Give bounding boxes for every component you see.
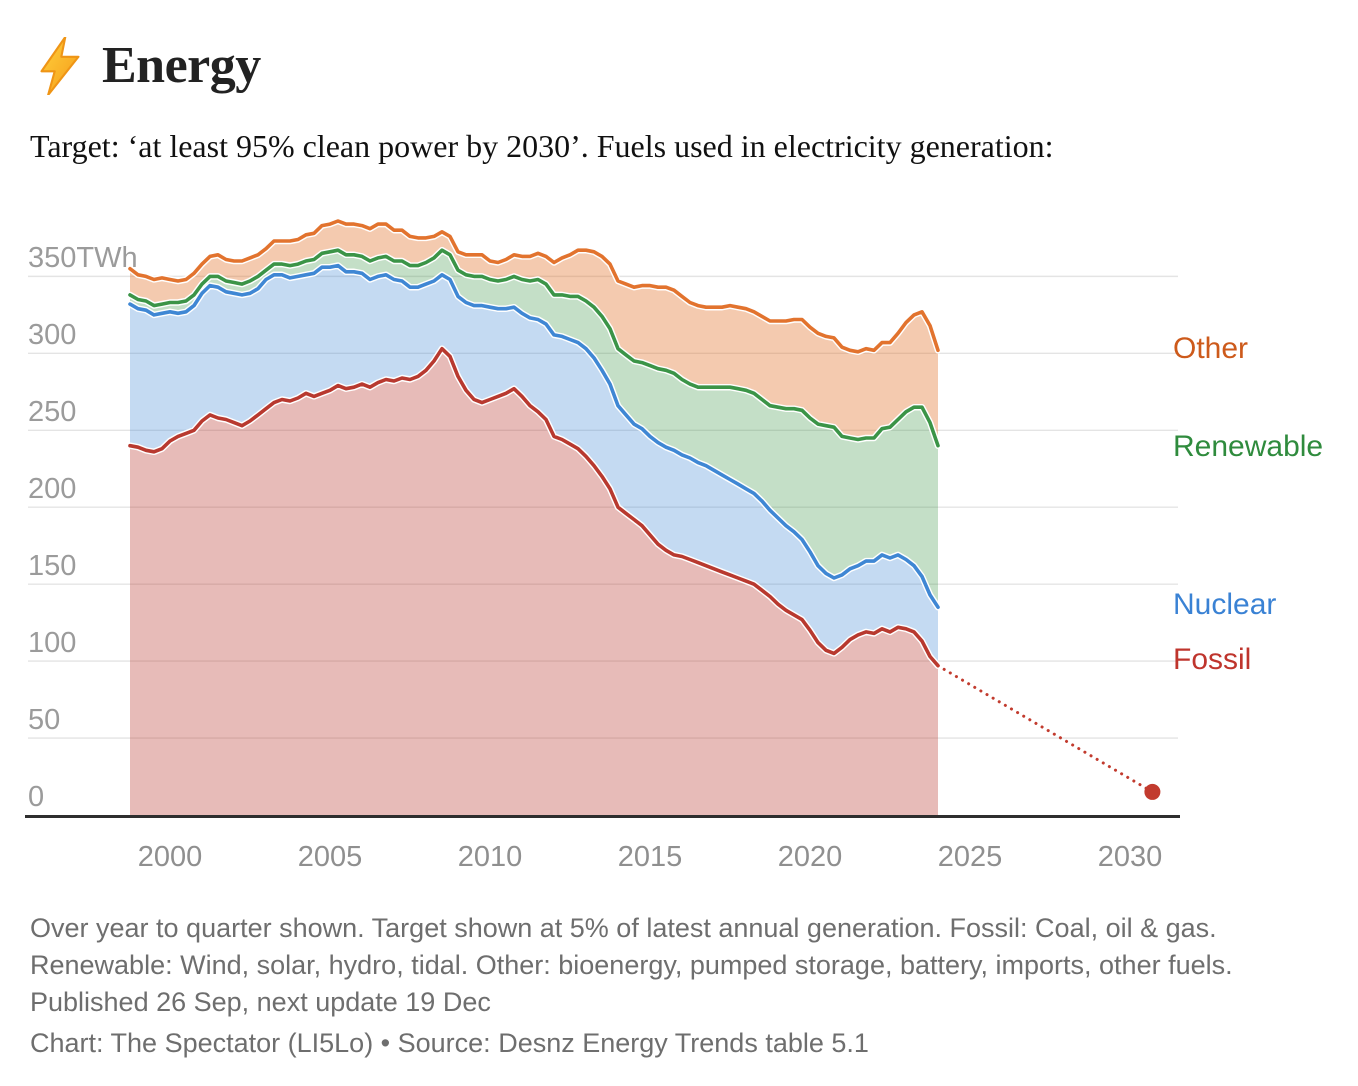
x-tick-2000: 2000: [138, 841, 203, 873]
y-tick-350: 350TWh: [28, 242, 138, 274]
x-tick-2010: 2010: [458, 841, 523, 873]
x-tick-2025: 2025: [938, 841, 1003, 873]
x-tick-2015: 2015: [618, 841, 683, 873]
chart-footnote: Over year to quarter shown. Target shown…: [30, 913, 1233, 1017]
y-tick-300: 300: [28, 319, 76, 351]
y-tick-200: 200: [28, 473, 76, 505]
y-tick-100: 100: [28, 627, 76, 659]
y-tick-50: 50: [28, 704, 60, 736]
chart-subtitle: Target: ‘at least 95% clean power by 203…: [30, 128, 1054, 164]
series-label-fossil: Fossil: [1173, 643, 1252, 676]
chart-credit-source: Chart: The Spectator (LI5Lo) • Source: D…: [30, 1028, 869, 1058]
y-tick-150: 150: [28, 550, 76, 582]
series-label-nuclear: Nuclear: [1173, 588, 1277, 621]
y-axis-tick-labels: 350TWh 300 250 200 150 100 50 0: [28, 242, 138, 813]
y-tick-0: 0: [28, 781, 44, 813]
series-label-renewable: Renewable: [1173, 430, 1324, 463]
plot-area: [25, 217, 1180, 818]
y-tick-250: 250: [28, 396, 76, 428]
x-tick-2020: 2020: [778, 841, 843, 873]
x-axis-tick-labels: 2000 2005 2010 2015 2020 2025 2030: [138, 841, 1163, 873]
page-title: Energy: [102, 37, 261, 94]
x-tick-2030: 2030: [1098, 841, 1163, 873]
lightning-bolt-icon: [40, 36, 80, 95]
series-label-other: Other: [1173, 332, 1249, 365]
page-header: Energy: [38, 36, 261, 95]
x-tick-2005: 2005: [298, 841, 363, 873]
